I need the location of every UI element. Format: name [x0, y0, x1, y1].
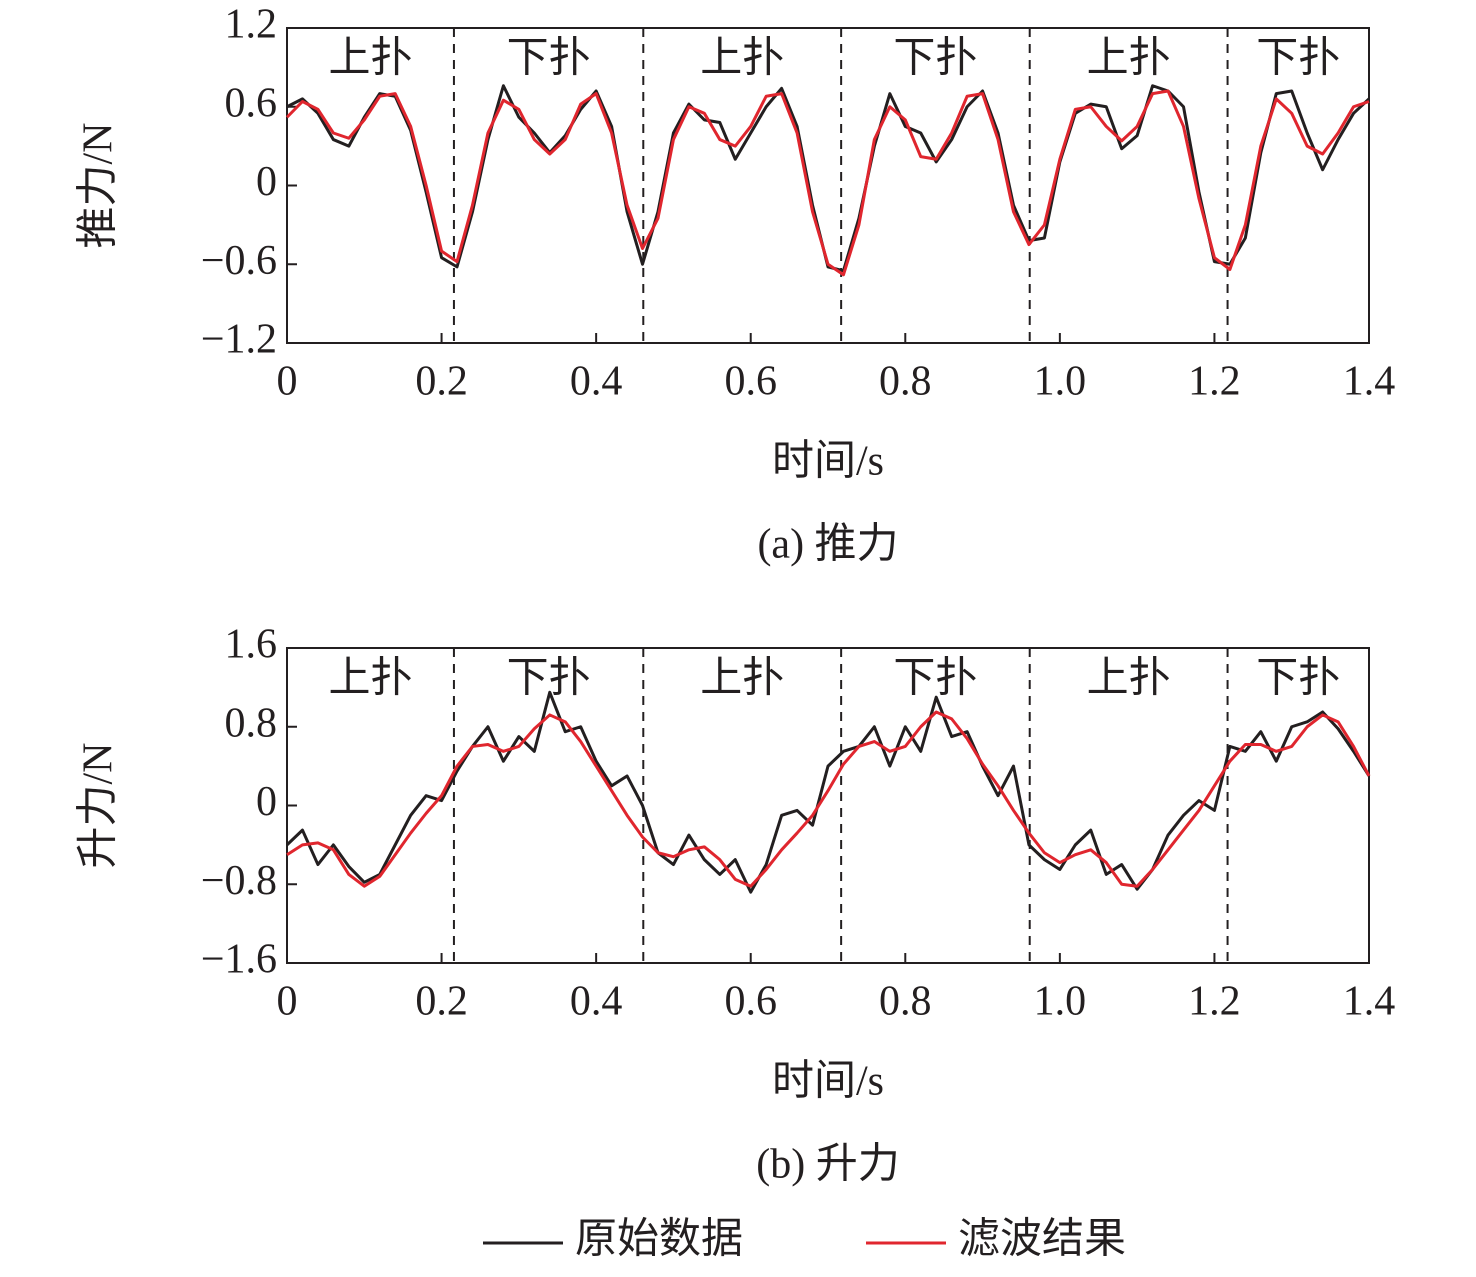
x-tick-label: 1.2 [1188, 979, 1241, 1025]
subtitle: (b) 升力 [756, 1142, 899, 1188]
legend-label: 原始数据 [575, 1217, 743, 1263]
x-axis-label: 时间/s [772, 1059, 884, 1105]
phase-label: 下扑 [893, 656, 977, 702]
x-tick-label: 0.6 [724, 359, 777, 405]
y-tick-label: 0.8 [225, 700, 278, 746]
x-tick-label: 0.4 [570, 979, 623, 1025]
x-tick-label: 0.6 [724, 979, 777, 1025]
data-line [286, 710, 1371, 888]
x-axis-label: 时间/s [772, 439, 884, 485]
phase-label: 下扑 [893, 36, 977, 82]
y-tick-label: 0.6 [225, 80, 278, 126]
data-line [286, 84, 1371, 273]
data-line [285, 89, 1370, 277]
y-axis-label: 推力/N [76, 122, 122, 248]
x-tick-label: 0 [277, 359, 298, 405]
y-tick-label: −1.2 [201, 317, 277, 363]
phase-label: 上扑 [328, 36, 412, 82]
x-tick-label: 1.0 [1034, 359, 1087, 405]
x-tick-label: 1.4 [1343, 359, 1396, 405]
y-tick-label: 1.2 [225, 2, 278, 48]
plot-frame [286, 27, 1370, 344]
phase-label: 上扑 [1087, 656, 1171, 702]
x-tick-label: 0.2 [415, 979, 468, 1025]
phase-label: 上扑 [700, 36, 784, 82]
x-tick-label: 0 [277, 979, 298, 1025]
phase-label: 下扑 [1256, 36, 1340, 82]
y-axis-label: 升力/N [76, 742, 122, 868]
x-tick-label: 1.4 [1343, 979, 1396, 1025]
phase-label: 上扑 [1087, 36, 1171, 82]
y-tick-label: −0.8 [201, 858, 277, 904]
y-tick-label: 0 [256, 779, 277, 825]
x-tick-label: 0.8 [879, 979, 932, 1025]
phase-label: 上扑 [328, 656, 412, 702]
x-tick-label: 0.2 [415, 359, 468, 405]
x-tick-label: 1.0 [1034, 979, 1087, 1025]
phase-label: 下扑 [507, 36, 591, 82]
phase-label: 上扑 [700, 656, 784, 702]
phase-label: 下扑 [1256, 656, 1340, 702]
y-tick-label: −0.6 [201, 238, 277, 284]
y-tick-label: 0 [256, 159, 277, 205]
x-tick-label: 1.2 [1188, 359, 1241, 405]
legend-label: 滤波结果 [958, 1217, 1126, 1263]
subtitle: (a) 推力 [757, 522, 898, 568]
y-tick-label: −1.6 [201, 937, 277, 983]
x-tick-label: 0.8 [879, 359, 932, 405]
x-tick-label: 0.4 [570, 359, 623, 405]
y-tick-label: 1.6 [225, 622, 278, 668]
